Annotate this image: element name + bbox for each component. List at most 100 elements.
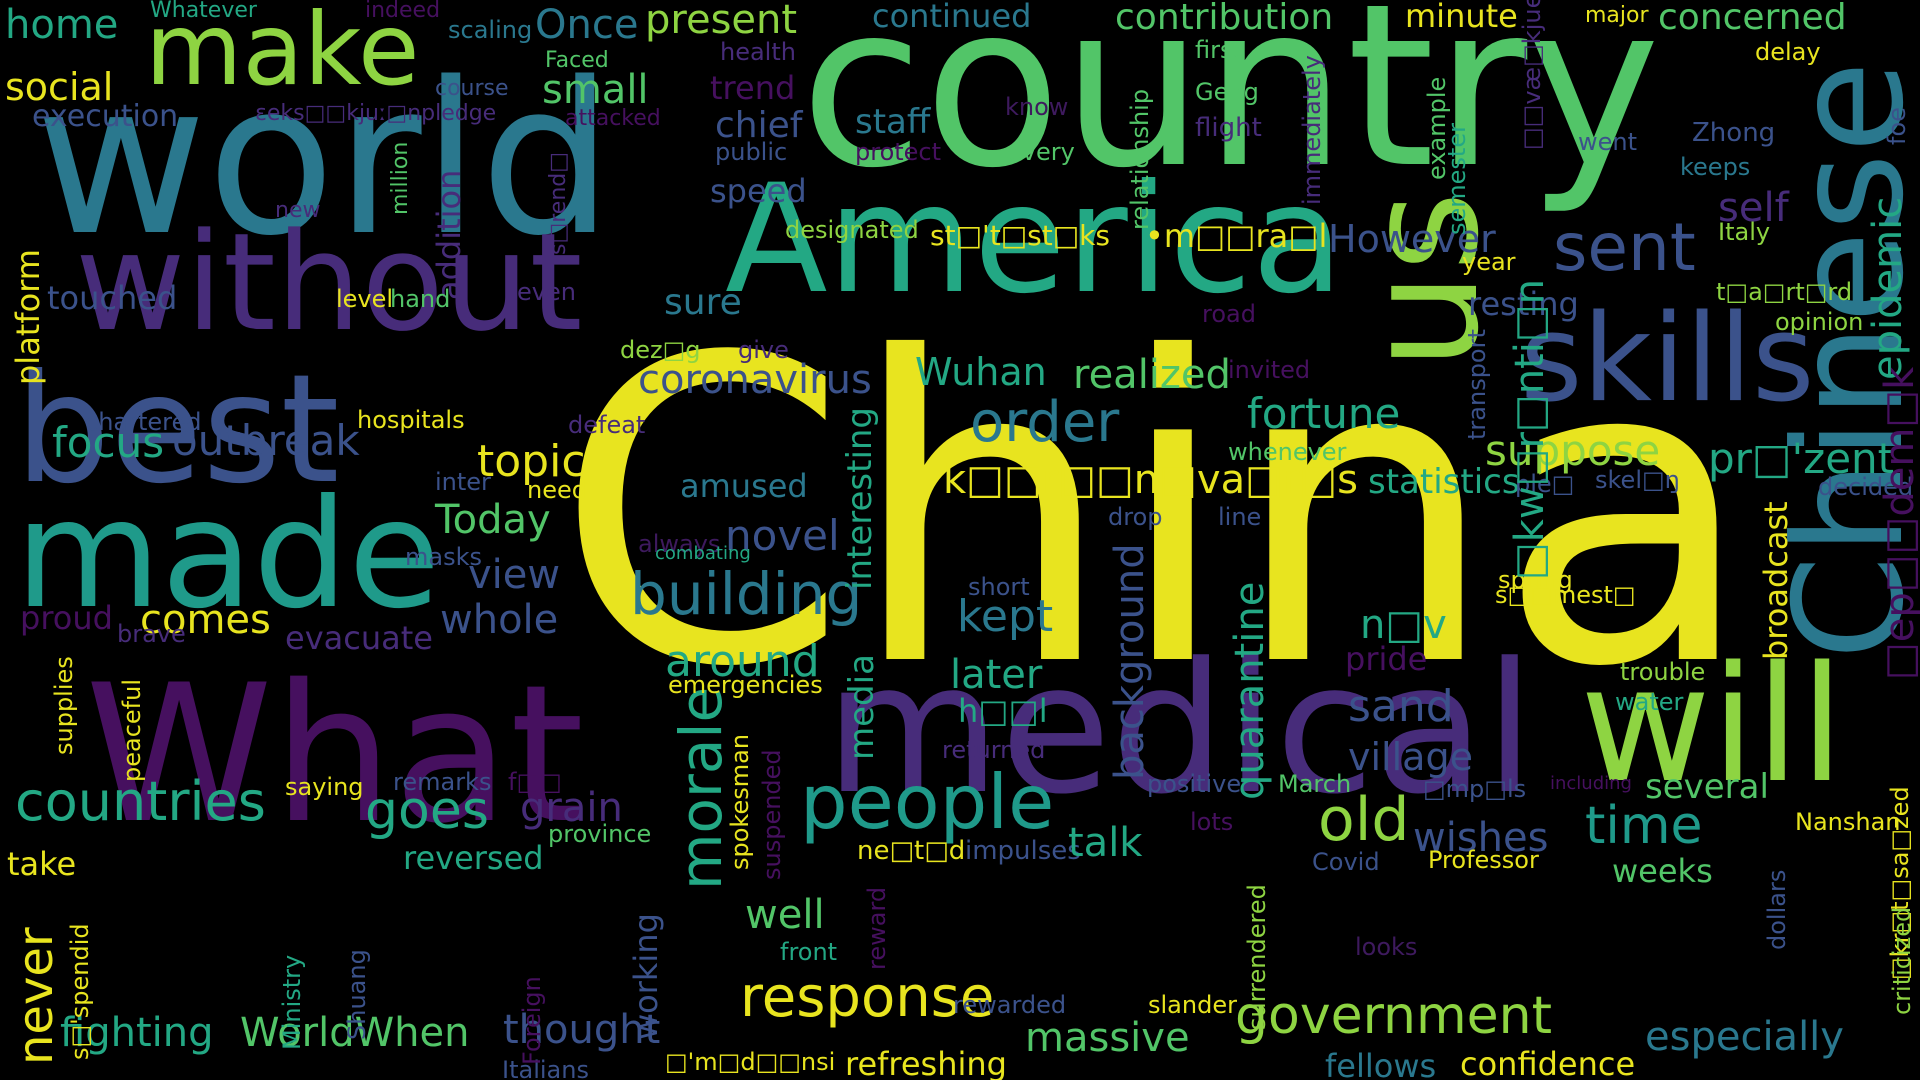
word-123: comes bbox=[140, 597, 271, 643]
word-129: around bbox=[665, 636, 820, 687]
word-89: t□a□rt□rd bbox=[1716, 278, 1853, 306]
word-126: whole bbox=[440, 597, 559, 643]
word-77: level bbox=[336, 285, 394, 313]
word-137: village bbox=[1348, 735, 1473, 779]
word-101: topic bbox=[477, 436, 586, 487]
word-21: time bbox=[1585, 796, 1703, 856]
word-51: staff bbox=[855, 102, 931, 142]
word-83: coronavirus bbox=[638, 357, 872, 403]
word-57: first bbox=[1195, 36, 1242, 64]
word-75: foe bbox=[1883, 107, 1911, 145]
word-53: protect bbox=[855, 138, 942, 166]
word-92: chartered bbox=[85, 408, 202, 436]
word-187: broadcast bbox=[1757, 501, 1795, 660]
word-40: Once bbox=[535, 2, 639, 48]
word-20: goes bbox=[365, 781, 489, 841]
word-180: background bbox=[1107, 543, 1153, 780]
word-2: world bbox=[35, 37, 614, 282]
word-190: transport bbox=[1463, 329, 1491, 440]
word-134: water bbox=[1615, 688, 1684, 716]
word-139: March bbox=[1278, 770, 1352, 798]
word-106: decided bbox=[1818, 473, 1914, 501]
word-150: province bbox=[548, 820, 652, 848]
word-71: self bbox=[1718, 185, 1789, 231]
word-100: pr□'zent bbox=[1708, 434, 1895, 483]
word-133: trouble bbox=[1620, 658, 1706, 686]
word-73: keeps bbox=[1680, 153, 1751, 181]
word-58: Geng bbox=[1195, 78, 1259, 106]
word-176: suspended bbox=[758, 749, 786, 880]
word-64: s□rend□ bbox=[546, 151, 571, 255]
word-135: h□□l bbox=[958, 692, 1048, 730]
word-99: suppose bbox=[1485, 426, 1661, 475]
word-157: take bbox=[7, 845, 77, 883]
word-28: massive bbox=[1025, 1015, 1190, 1061]
word-155: Covid bbox=[1312, 848, 1380, 876]
word-45: health bbox=[720, 38, 796, 66]
word-16: building bbox=[630, 560, 863, 628]
word-142: several bbox=[1645, 767, 1769, 807]
word-65: designated bbox=[785, 216, 919, 244]
word-31: contribution bbox=[1115, 0, 1334, 38]
word-130: emergencies bbox=[668, 671, 823, 699]
word-25: thought bbox=[503, 1007, 661, 1053]
word-47: execution bbox=[32, 99, 179, 134]
word-169: never bbox=[8, 927, 64, 1065]
word-170: s□'spendid bbox=[66, 923, 94, 1060]
word-163: slander bbox=[1148, 991, 1237, 1019]
word-8: medical bbox=[825, 625, 1535, 834]
word-111: drop bbox=[1108, 503, 1163, 531]
word-19: countries bbox=[15, 770, 266, 833]
word-27: WorldWhen bbox=[240, 1010, 470, 1056]
word-183: dollars bbox=[1763, 869, 1791, 950]
word-76: touched bbox=[47, 279, 178, 317]
word-95: focus bbox=[52, 418, 165, 467]
word-162: rewarded bbox=[953, 991, 1067, 1019]
word-179: reward bbox=[863, 886, 891, 970]
word-145: f□□ bbox=[508, 768, 562, 796]
word-154: Professor bbox=[1428, 846, 1539, 874]
word-121: s□□mest□ bbox=[1495, 581, 1636, 609]
word-94: defeat bbox=[568, 411, 646, 439]
word-91: epidemic bbox=[1865, 196, 1911, 380]
word-182: surrendered bbox=[1243, 884, 1271, 1030]
word-39: scaling bbox=[448, 16, 533, 44]
word-78: hand bbox=[390, 285, 451, 313]
word-131: later bbox=[950, 652, 1043, 698]
word-37: Whatever bbox=[150, 0, 257, 23]
word-17: response bbox=[740, 965, 995, 1030]
word-72: Zhong bbox=[1692, 118, 1776, 148]
word-149: Nanshan bbox=[1795, 808, 1901, 836]
word-119: kept bbox=[957, 591, 1054, 642]
word-35: major bbox=[1585, 3, 1649, 28]
word-194: semester bbox=[1443, 123, 1471, 235]
word-97: fortune bbox=[1247, 389, 1401, 438]
word-128: pride bbox=[1345, 640, 1428, 678]
word-68: However bbox=[1328, 217, 1496, 261]
word-144: remarks bbox=[393, 768, 492, 796]
word-110: Today bbox=[435, 497, 551, 543]
word-96: outbreak bbox=[172, 416, 360, 465]
word-38: indeed bbox=[365, 0, 441, 23]
word-90: opinion bbox=[1775, 308, 1864, 336]
word-165: □'m□d□□nsi bbox=[665, 1048, 836, 1076]
word-195: □□væ□kjue□t bbox=[1518, 0, 1546, 150]
word-4: without bbox=[75, 204, 583, 361]
word-116: combating bbox=[655, 543, 751, 564]
word-59: flight bbox=[1195, 113, 1262, 143]
word-44: small bbox=[542, 67, 649, 113]
word-24: order bbox=[970, 390, 1120, 455]
word-107: inter bbox=[435, 468, 491, 496]
word-153: talk bbox=[1068, 820, 1143, 866]
word-9: will bbox=[1580, 631, 1845, 818]
word-143: saying bbox=[285, 773, 364, 801]
word-15: morale bbox=[667, 686, 735, 890]
word-50: chief bbox=[715, 105, 803, 146]
word-87: invited bbox=[1228, 356, 1311, 384]
word-136: returned bbox=[942, 736, 1046, 764]
word-197: supplies bbox=[50, 656, 78, 755]
word-168: confidence bbox=[1460, 1045, 1636, 1080]
word-80: sure bbox=[664, 282, 742, 323]
word-151: ne□t□d bbox=[857, 836, 966, 866]
